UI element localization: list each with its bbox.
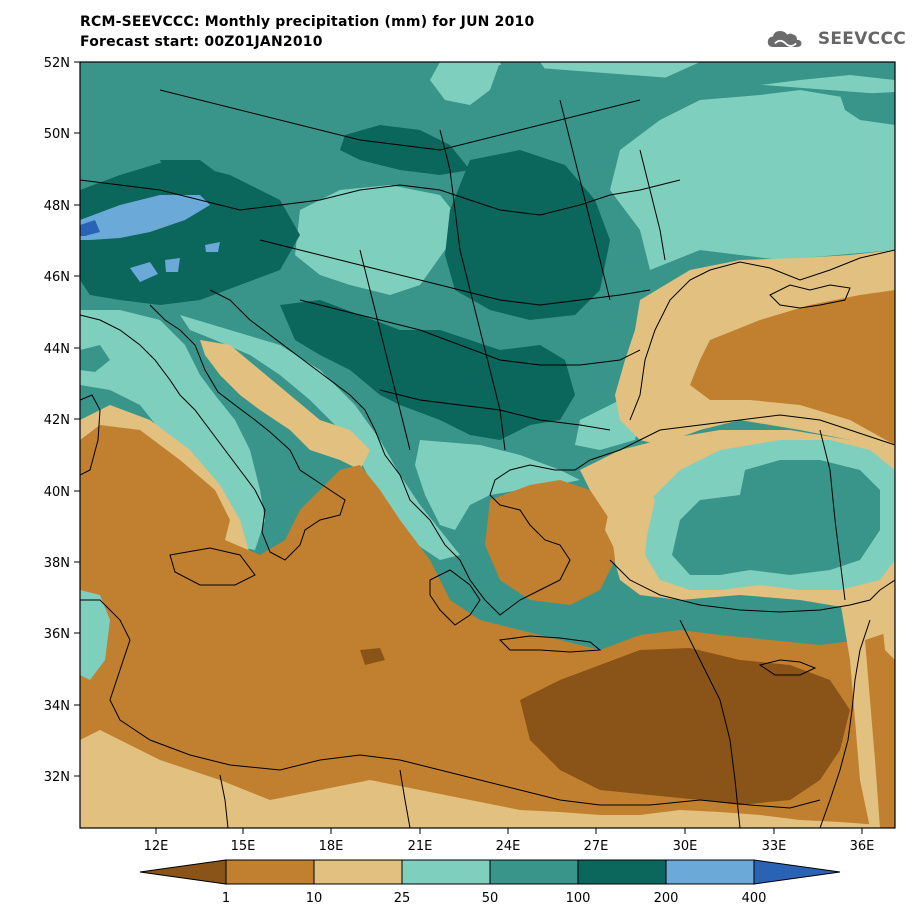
field-aqua-north-patch	[430, 62, 500, 105]
field-blue-alps	[80, 195, 210, 240]
lat-label: 44N	[44, 342, 70, 357]
colorbar-label: 400	[742, 891, 767, 906]
border-line-4	[299, 299, 641, 366]
balkan-coast	[209, 289, 591, 616]
seevccc-logo: SEEVCCC	[766, 26, 906, 52]
lon-label: 15E	[231, 839, 256, 854]
blacksea-coast	[629, 249, 895, 421]
field-tan-italy	[200, 340, 370, 470]
field-aqua-hungary	[295, 185, 460, 295]
field-dark-blue-alps	[80, 220, 100, 236]
lat-ticks	[74, 61, 80, 777]
border-line-11	[679, 619, 741, 828]
lat-label: 50N	[44, 127, 70, 142]
sardinia-coast	[80, 394, 101, 476]
field-dark-teal-romania	[445, 150, 610, 320]
border-line-7	[559, 99, 611, 301]
colorbar-segment-50-100	[489, 859, 579, 885]
border-line-8	[359, 249, 411, 451]
lon-labels: 12E 15E 18E 21E 24E 27E 30E 33E 36E	[144, 839, 875, 854]
colorbar-label: 1	[222, 891, 230, 906]
lon-label: 18E	[319, 839, 344, 854]
lat-label: 46N	[44, 270, 70, 285]
map-title: RCM-SEEVCCC: Monthly precipitation (mm) …	[80, 14, 535, 30]
colorbar-label: 200	[654, 891, 679, 906]
colorbar-segment-25-50	[401, 859, 491, 885]
peloponnese-coast	[429, 569, 481, 626]
border-line-12	[399, 769, 411, 828]
field-teal-anatolia	[672, 460, 880, 575]
lat-label: 36N	[44, 627, 70, 642]
coastlines-borders	[80, 89, 895, 828]
crete-coast	[498, 635, 602, 653]
lon-label: 30E	[673, 839, 698, 854]
precipitation-field	[80, 62, 895, 828]
crimea-coast	[769, 284, 851, 309]
lon-label: 33E	[762, 839, 787, 854]
field-dark-teal-north	[340, 125, 470, 175]
colorbar	[139, 859, 841, 885]
colorbar-segment-below-1	[139, 859, 227, 885]
field-orange-blacksea	[690, 290, 895, 445]
border-line-2	[159, 89, 641, 151]
cloud-icon	[767, 31, 802, 47]
colorbar-labels: 1 10 25 50 100 200 400	[222, 891, 767, 906]
lat-label: 42N	[44, 413, 70, 428]
field-dark-teal-balkans	[280, 300, 575, 440]
field-tan-africa	[80, 730, 895, 828]
lat-label: 34N	[44, 699, 70, 714]
field-orange-aegean	[485, 480, 615, 605]
lon-label: 12E	[144, 839, 169, 854]
lon-label: 21E	[408, 839, 433, 854]
field-aqua-northeast	[460, 62, 895, 270]
colorbar-segment-above-400	[753, 859, 841, 885]
border-line-1	[80, 179, 681, 216]
colorbar-label: 10	[306, 891, 323, 906]
colorbar-segment-10-25	[313, 859, 403, 885]
border-line-6	[439, 129, 506, 451]
levant-coast	[819, 619, 871, 828]
field-dark-brown-levant	[520, 648, 850, 805]
cyprus-coast	[758, 659, 817, 676]
lat-labels: 52N 50N 48N 46N 44N 42N 40N 38N 36N 34N …	[44, 56, 70, 785]
lat-label: 40N	[44, 485, 70, 500]
border-line-13	[219, 774, 229, 828]
turkey-south-coast	[609, 559, 895, 613]
sicily-coast	[169, 547, 256, 586]
lat-label: 38N	[44, 556, 70, 571]
border-line-3	[259, 239, 651, 306]
colorbar-segment-1-10	[225, 859, 315, 885]
lon-label: 36E	[850, 839, 875, 854]
field-dark-brown-patch	[360, 648, 385, 665]
lon-label: 24E	[496, 839, 521, 854]
field-teal-ne-patch	[840, 92, 895, 125]
lon-label: 27E	[584, 839, 609, 854]
field-teal-nw	[80, 62, 250, 100]
colorbar-label: 100	[566, 891, 591, 906]
turkey-north-coast	[589, 414, 895, 461]
border-line-9	[639, 149, 666, 261]
forecast-start-label: Forecast start: 00Z01JAN2010	[80, 34, 323, 50]
lat-label: 52N	[44, 56, 70, 71]
field-teal-north-strip	[500, 62, 895, 120]
field-aqua-tunisia	[80, 590, 110, 680]
colorbar-segment-100-200	[577, 859, 667, 885]
lon-ticks	[155, 828, 863, 834]
field-aqua-macedonia	[415, 440, 580, 530]
field-aqua-adriatic	[180, 315, 460, 560]
border-line-10	[819, 429, 846, 601]
map-frame	[79, 61, 896, 829]
colorbar-label: 50	[482, 891, 499, 906]
colorbar-label: 25	[394, 891, 411, 906]
lat-label: 48N	[44, 199, 70, 214]
colorbar-segment-200-400	[665, 859, 755, 885]
italy-coast	[80, 304, 346, 561]
logo-text: SEEVCCC	[817, 29, 906, 49]
lat-label: 32N	[44, 770, 70, 785]
africa-coast	[80, 599, 821, 809]
